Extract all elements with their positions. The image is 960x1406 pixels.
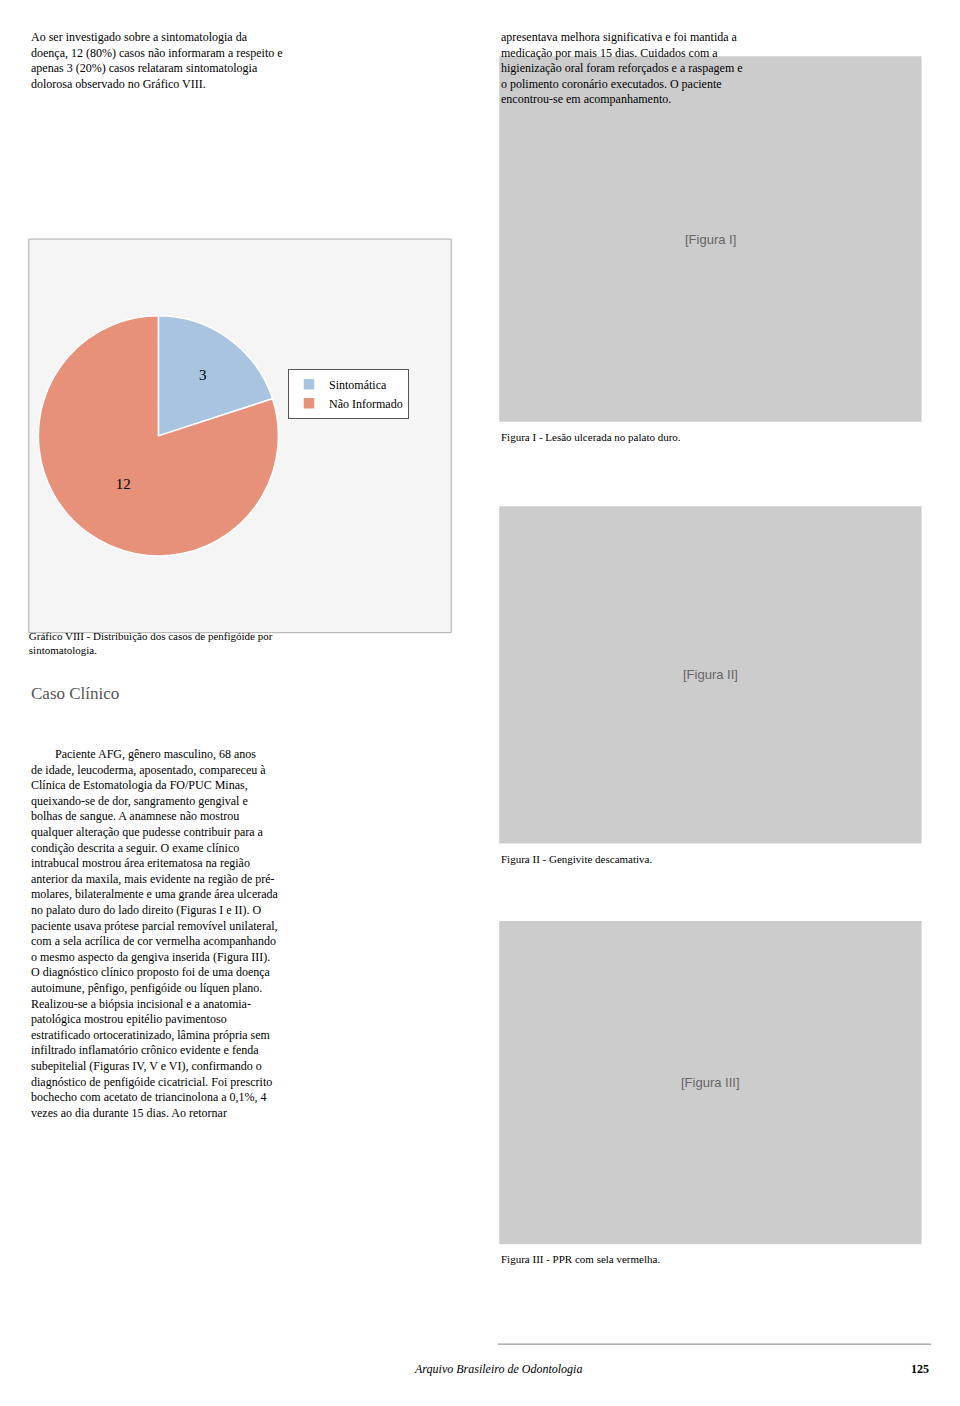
svg-text:3: 3 (199, 367, 207, 383)
svg-text:Não Informado: Não Informado (329, 397, 403, 411)
svg-text:125: 125 (911, 1362, 929, 1376)
svg-text:Arquivo Brasileiro de Odontolo: Arquivo Brasileiro de Odontologia (414, 1362, 582, 1376)
svg-text:Sintomática: Sintomática (329, 378, 387, 392)
svg-text:12: 12 (116, 476, 131, 492)
svg-text:[Figura I]: [Figura I] (685, 232, 736, 247)
svg-text:Figura III - PPR com sela verm: Figura III - PPR com sela vermelha. (501, 1253, 660, 1265)
svg-text:Ao ser investigado sobre a sin: Ao ser investigado sobre a sintomatologi… (31, 30, 283, 91)
svg-text:Caso Clínico: Caso Clínico (31, 684, 119, 703)
svg-text:Gráfico VIII - Distribuição do: Gráfico VIII - Distribuição dos casos de… (29, 630, 273, 656)
svg-text:Paciente AFG, gênero masculino: Paciente AFG, gênero masculino, 68 anosd… (31, 747, 279, 1120)
svg-text:Figura II - Gengivite descamat: Figura II - Gengivite descamativa. (501, 853, 652, 865)
svg-text:apresentava melhora significat: apresentava melhora significativa e foi … (501, 30, 743, 106)
svg-text:[Figura II]: [Figura II] (683, 667, 738, 682)
svg-text:[Figura III]: [Figura III] (681, 1075, 740, 1090)
svg-text:Figura I - Lesão ulcerada no p: Figura I - Lesão ulcerada no palato duro… (501, 431, 681, 443)
